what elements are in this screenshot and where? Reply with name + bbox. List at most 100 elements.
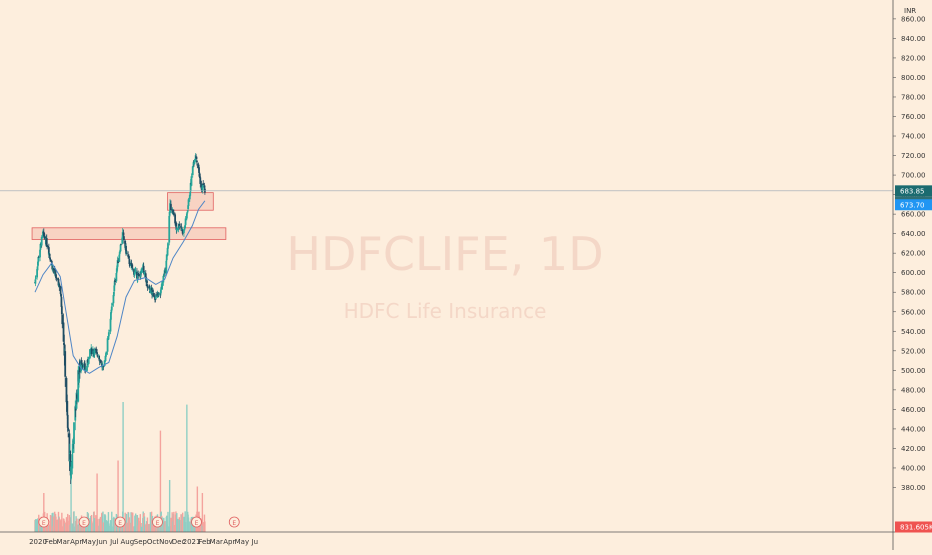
candle-body[interactable] — [84, 368, 87, 371]
candle-body[interactable] — [66, 414, 69, 428]
candle-body[interactable] — [80, 360, 83, 372]
candle-body[interactable] — [63, 342, 65, 345]
candle-body[interactable] — [168, 211, 171, 215]
candle-body[interactable] — [149, 288, 152, 293]
candle-body[interactable] — [115, 273, 118, 282]
candle-body[interactable] — [86, 365, 88, 371]
candle-body[interactable] — [183, 228, 186, 231]
candle-body[interactable] — [99, 359, 102, 363]
candle-body[interactable] — [59, 286, 62, 295]
candle-body[interactable] — [98, 357, 101, 360]
candle-body[interactable] — [69, 453, 72, 460]
candle-body[interactable] — [55, 277, 58, 280]
candle-body[interactable] — [128, 255, 130, 259]
candle-body[interactable] — [64, 351, 67, 377]
candle-body[interactable] — [42, 231, 44, 238]
candle-body[interactable] — [172, 212, 175, 215]
candle-body[interactable] — [60, 293, 62, 297]
candle-body[interactable] — [189, 183, 192, 192]
candle-body[interactable] — [74, 406, 77, 421]
candle-body[interactable] — [125, 252, 128, 254]
candle-body[interactable] — [36, 266, 39, 271]
candle-body[interactable] — [178, 223, 181, 228]
candle-body[interactable] — [37, 261, 39, 266]
candle-body[interactable] — [186, 210, 189, 212]
candle-body[interactable] — [164, 271, 166, 273]
candle-body[interactable] — [136, 274, 139, 279]
candle-body[interactable] — [116, 265, 119, 269]
candle-body[interactable] — [112, 295, 115, 304]
candle-body[interactable] — [131, 267, 134, 270]
candle-body[interactable] — [202, 183, 205, 186]
candle-body[interactable] — [159, 289, 162, 294]
candle-body[interactable] — [37, 256, 40, 258]
candle-body[interactable] — [89, 349, 91, 359]
candle-body[interactable] — [175, 223, 178, 230]
candle-body[interactable] — [174, 214, 177, 224]
candle-body[interactable] — [198, 173, 201, 177]
candle-body[interactable] — [55, 274, 57, 278]
candle-body[interactable] — [58, 283, 61, 288]
candle-body[interactable] — [125, 245, 127, 254]
candle-body[interactable] — [148, 285, 151, 290]
candle-body[interactable] — [170, 204, 172, 211]
candle-body[interactable] — [119, 251, 122, 253]
candle-body[interactable] — [180, 226, 182, 228]
candle-body[interactable] — [125, 251, 128, 253]
candle-body[interactable] — [84, 363, 86, 370]
candle-body[interactable] — [51, 265, 54, 267]
candle-body[interactable] — [152, 293, 155, 297]
candle-body[interactable] — [158, 292, 161, 294]
candle-body[interactable] — [103, 360, 106, 366]
candle-body[interactable] — [40, 236, 43, 246]
candle-body[interactable] — [49, 257, 52, 260]
candle-body[interactable] — [181, 228, 184, 231]
candle-body[interactable] — [47, 247, 50, 255]
candle-body[interactable] — [77, 369, 80, 402]
candle-body[interactable] — [57, 278, 59, 280]
candle-body[interactable] — [106, 338, 109, 352]
candle-body[interactable] — [144, 273, 147, 278]
candle-body[interactable] — [113, 280, 116, 286]
candle-body[interactable] — [165, 254, 168, 261]
candle-body[interactable] — [36, 269, 38, 278]
candle-body[interactable] — [105, 351, 108, 355]
candle-body[interactable] — [143, 272, 146, 274]
candle-body[interactable] — [42, 232, 45, 234]
candle-body[interactable] — [128, 258, 131, 265]
candle-body[interactable] — [110, 312, 112, 320]
candle-body[interactable] — [196, 163, 199, 165]
candle-body[interactable] — [146, 284, 149, 288]
candle-body[interactable] — [187, 205, 190, 210]
candle-body[interactable] — [153, 295, 156, 298]
candle-body[interactable] — [192, 166, 195, 168]
candle-body[interactable] — [39, 249, 41, 258]
candle-body[interactable] — [107, 332, 110, 337]
candle-body[interactable] — [197, 164, 200, 169]
candle-body[interactable] — [180, 227, 183, 229]
candle-body[interactable] — [96, 355, 99, 357]
candle-body[interactable] — [118, 252, 121, 255]
candle-body[interactable] — [113, 285, 116, 292]
candle-body[interactable] — [186, 211, 189, 214]
candle-body[interactable] — [102, 366, 105, 368]
candle-body[interactable] — [57, 279, 60, 286]
candle-body[interactable] — [71, 454, 74, 469]
candle-body[interactable] — [67, 427, 70, 431]
candle-body[interactable] — [133, 272, 136, 275]
candle-body[interactable] — [104, 355, 107, 357]
candle-body[interactable] — [43, 233, 46, 237]
candle-body[interactable] — [177, 227, 180, 229]
candle-body[interactable] — [122, 232, 125, 236]
candle-body[interactable] — [109, 318, 112, 332]
candle-body[interactable] — [195, 156, 198, 160]
candle-body[interactable] — [177, 227, 179, 230]
candle-body[interactable] — [110, 306, 113, 311]
candle-body[interactable] — [60, 306, 63, 315]
candle-body[interactable] — [93, 349, 96, 356]
candle-body[interactable] — [128, 263, 131, 266]
candle-body[interactable] — [34, 279, 37, 284]
candle-body[interactable] — [65, 378, 68, 403]
candle-body[interactable] — [201, 184, 204, 191]
